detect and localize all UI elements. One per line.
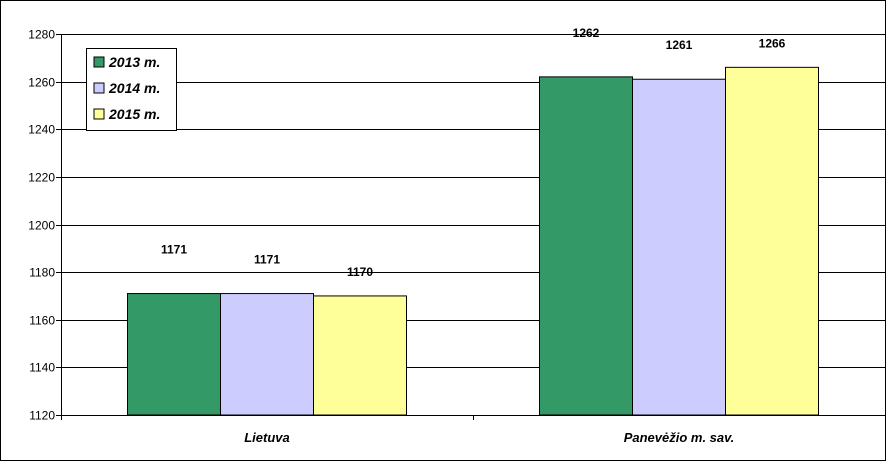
legend-swatch bbox=[93, 56, 105, 68]
y-tick-label: 1140 bbox=[29, 361, 55, 375]
bar-3-2 bbox=[725, 66, 819, 416]
y-tick-label: 1260 bbox=[28, 76, 55, 90]
y-tick-label: 1120 bbox=[29, 409, 55, 423]
data-label: 1170 bbox=[347, 265, 373, 279]
y-tick-label: 1220 bbox=[28, 171, 55, 185]
bar-2-2 bbox=[632, 78, 726, 416]
data-label: 1261 bbox=[666, 38, 693, 52]
y-tick-label: 1180 bbox=[29, 266, 55, 280]
bar-1-2 bbox=[539, 76, 633, 416]
data-label: 1171 bbox=[254, 253, 280, 267]
y-tick-label: 1280 bbox=[28, 28, 55, 42]
legend-label: 2014 m. bbox=[108, 80, 160, 96]
legend-label: 2013 m. bbox=[108, 54, 160, 70]
data-label: 1266 bbox=[759, 36, 786, 50]
bar-3-1 bbox=[313, 295, 407, 416]
y-tick-label: 1240 bbox=[28, 123, 55, 137]
x-category-label: Panevėžio m. sav. bbox=[624, 430, 735, 445]
data-label: 1262 bbox=[573, 26, 600, 40]
data-label: 1171 bbox=[161, 243, 187, 257]
bar-2-1 bbox=[220, 293, 314, 416]
y-tick-label: 1200 bbox=[28, 219, 55, 233]
x-category-label: Lietuva bbox=[244, 430, 290, 445]
legend-label: 2015 m. bbox=[108, 106, 160, 122]
legend-swatch bbox=[93, 82, 105, 94]
bar-1-1 bbox=[127, 293, 221, 416]
legend-swatch bbox=[93, 108, 105, 120]
y-tick-label: 1160 bbox=[29, 314, 55, 328]
